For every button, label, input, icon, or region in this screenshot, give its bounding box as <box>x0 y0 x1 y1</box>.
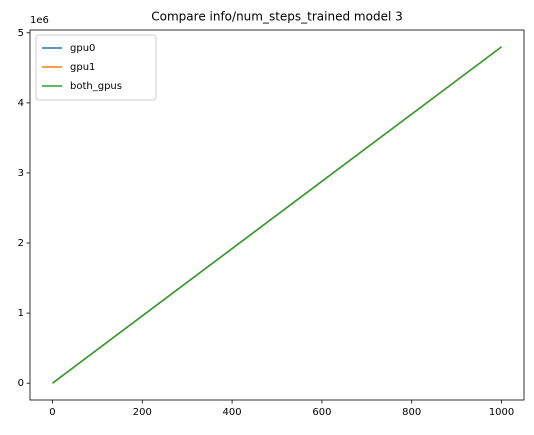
y-tick-label: 3 <box>18 168 24 179</box>
chart-title: Compare info/num_steps_trained model 3 <box>151 10 402 24</box>
y-tick-label: 2 <box>18 238 24 249</box>
x-tick-label: 600 <box>312 407 331 418</box>
x-tick-label: 800 <box>402 407 421 418</box>
y-tick-label: 5 <box>18 28 24 39</box>
line-series <box>52 46 502 384</box>
y-tick-label: 1 <box>18 308 24 319</box>
x-tick-label: 400 <box>223 407 242 418</box>
y-tick-label: 4 <box>18 98 24 109</box>
y-offset-label: 1e6 <box>30 15 49 26</box>
legend-label: gpu0 <box>70 43 95 54</box>
x-tick-label: 200 <box>133 407 152 418</box>
x-tick-label: 0 <box>49 407 55 418</box>
axes-frame <box>29 29 525 401</box>
legend-box <box>35 34 157 101</box>
y-tick-label: 0 <box>18 378 24 389</box>
legend: gpu0 gpu1 both_gpus <box>35 34 157 101</box>
legend-label: both_gpus <box>70 81 122 92</box>
x-tick-label: 1000 <box>489 407 514 418</box>
legend-label: gpu1 <box>70 62 95 73</box>
